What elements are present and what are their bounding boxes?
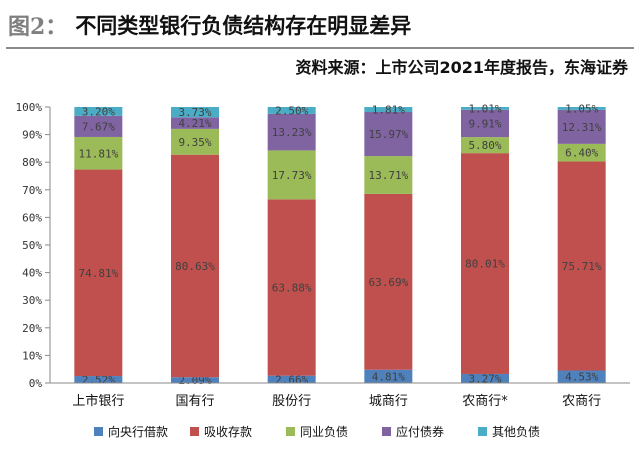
bar-segment — [267, 107, 316, 114]
bar-segment — [557, 107, 606, 110]
legend-swatch — [382, 427, 391, 436]
x-category-label: 城商行 — [369, 394, 408, 409]
data-label: 9.91% — [468, 117, 501, 130]
data-label: 17.73% — [272, 169, 312, 182]
bar-segment — [364, 112, 413, 157]
bar-segment — [267, 375, 316, 383]
bar-segment — [171, 377, 219, 383]
bar-segment — [461, 107, 509, 110]
y-tick-label: 20% — [22, 322, 42, 335]
bar-segment — [171, 117, 219, 129]
bar-segment — [461, 153, 509, 374]
data-label: 1.81% — [372, 104, 405, 117]
data-label: 11.81% — [78, 147, 118, 160]
data-label: 80.01% — [465, 258, 505, 271]
bar-segment — [364, 107, 413, 113]
y-tick-label: 40% — [22, 267, 42, 280]
figure-title: 不同类型银行负债结构存在明显差异 — [75, 13, 412, 38]
bar-segment — [364, 369, 413, 383]
bar-segment — [557, 109, 606, 144]
data-label: 7.67% — [82, 120, 115, 133]
bar-segment — [557, 370, 606, 383]
bar-segment — [557, 161, 606, 371]
y-tick-label: 0% — [29, 377, 43, 390]
figure-title-row: 图2： 不同类型银行负债结构存在明显差异 — [8, 8, 632, 42]
legend-swatch — [286, 427, 295, 436]
bar-segment — [267, 199, 316, 376]
data-label: 63.88% — [272, 282, 312, 295]
data-label: 6.40% — [565, 147, 598, 160]
y-tick-label: 90% — [22, 129, 42, 142]
x-category-label: 上市银行 — [72, 393, 124, 409]
data-label: 3.73% — [178, 106, 211, 119]
legend-label: 应付债券 — [396, 424, 444, 439]
bar-segment — [171, 106, 219, 118]
title-divider — [6, 47, 634, 49]
data-label: 63.69% — [368, 276, 408, 289]
data-label: 4.53% — [565, 371, 598, 384]
bar-segment — [557, 143, 606, 162]
y-tick-label: 60% — [22, 211, 42, 224]
data-label: 3.20% — [82, 105, 115, 118]
y-tick-label: 50% — [22, 239, 42, 252]
data-label: 2.50% — [275, 104, 308, 117]
x-category-label: 农商行* — [462, 394, 508, 409]
data-label: 15.97% — [368, 128, 408, 141]
bar-segment — [74, 106, 123, 116]
y-tick-label: 70% — [22, 184, 42, 197]
bar-segment — [364, 193, 413, 370]
bar-segment — [267, 150, 316, 200]
y-tick-label: 80% — [22, 156, 42, 169]
data-label: 5.80% — [468, 139, 501, 152]
data-label: 3.27% — [468, 372, 501, 385]
data-label: 1.05% — [565, 102, 598, 115]
bar-segment — [74, 115, 123, 137]
legend-swatch — [94, 427, 103, 436]
y-tick-label: 100% — [16, 101, 43, 114]
data-label: 4.21% — [178, 117, 211, 130]
data-label: 4.81% — [372, 370, 405, 383]
data-label: 80.63% — [175, 260, 215, 273]
figure-label: 图2： — [8, 14, 68, 40]
x-category-label: 农商行 — [562, 394, 601, 409]
bar-segment — [74, 376, 123, 383]
data-label: 13.71% — [368, 169, 408, 182]
data-label: 2.09% — [178, 374, 211, 387]
legend-swatch — [190, 427, 199, 436]
data-label: 12.31% — [562, 121, 602, 134]
legend-label: 同业负债 — [300, 425, 348, 439]
data-label: 1.01% — [468, 102, 501, 115]
x-category-label: 股份行 — [272, 394, 311, 409]
data-label: 74.81% — [78, 267, 118, 280]
bar-segment — [74, 136, 123, 170]
bar-segment — [267, 113, 316, 151]
legend-swatch — [478, 427, 487, 436]
x-category-label: 国有行 — [175, 394, 214, 409]
data-label: 9.35% — [178, 136, 211, 149]
bar-segment — [461, 373, 509, 383]
y-tick-label: 10% — [22, 349, 42, 362]
data-label: 13.23% — [272, 126, 312, 139]
bar-segment — [461, 137, 509, 154]
bar-segment — [171, 154, 219, 378]
source-note: 资料来源：上市公司2021年度报告，东海证券 — [295, 58, 628, 77]
bar-segment — [364, 156, 413, 194]
legend-label: 向央行借款 — [108, 424, 168, 439]
legend-label: 其他负债 — [492, 425, 540, 439]
bar-segment — [171, 128, 219, 155]
bar-segment — [74, 169, 123, 377]
y-tick-label: 30% — [22, 294, 42, 307]
legend-label: 吸收存款 — [204, 425, 252, 439]
data-label: 75.71% — [562, 260, 602, 273]
bar-segment — [461, 109, 509, 138]
